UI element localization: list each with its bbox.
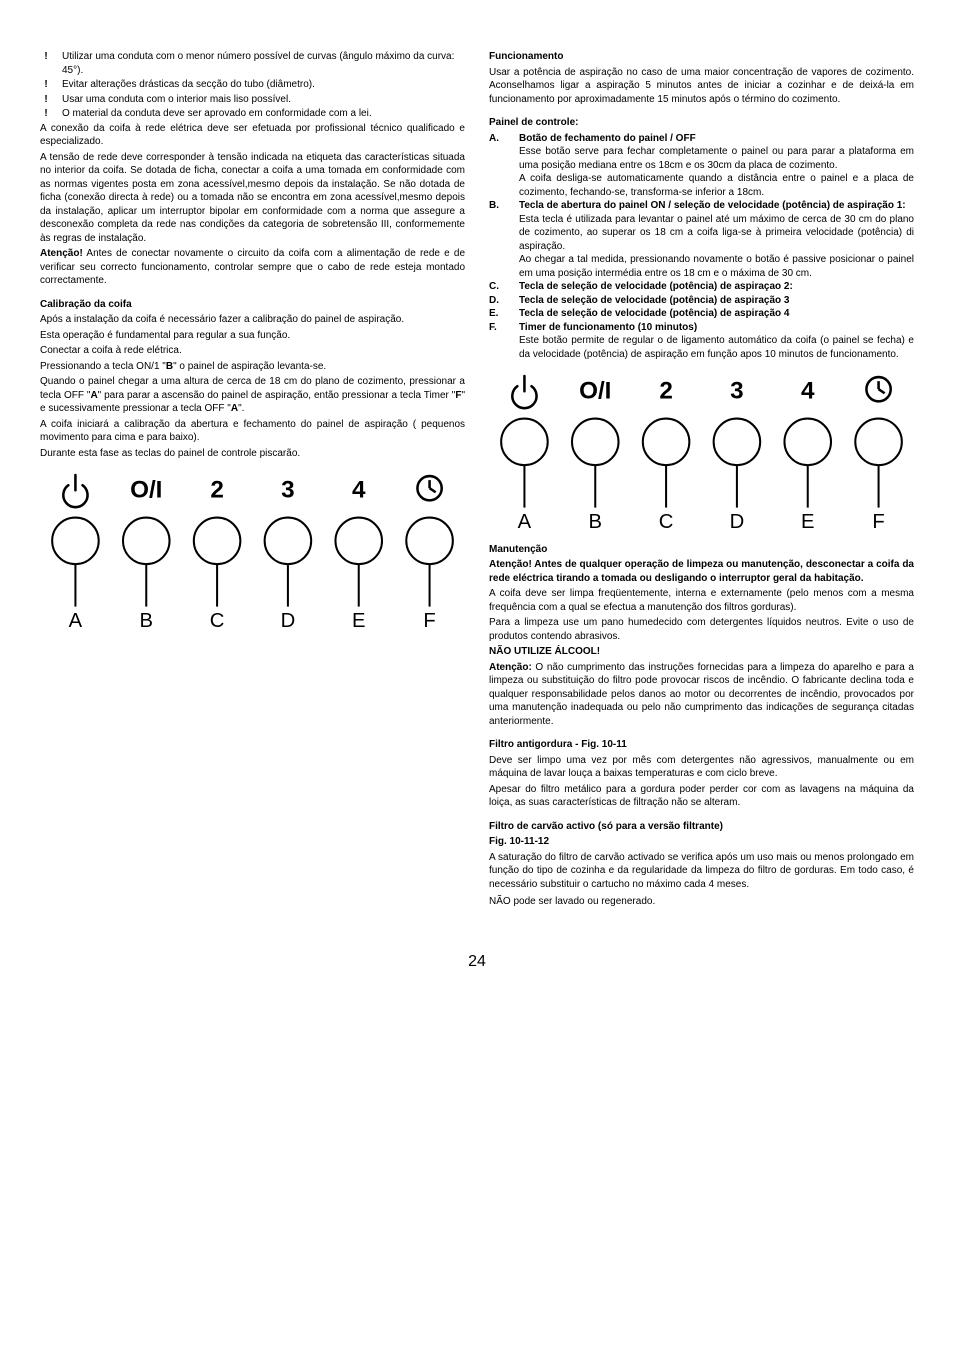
item-desc: Este botão permite de regular o de ligam… — [519, 334, 914, 361]
paragraph: Conectar a coifa à rede elétrica. — [40, 344, 465, 358]
paragraph: Usar a potência de aspiração no caso de … — [489, 66, 914, 107]
svg-text:4: 4 — [801, 377, 815, 404]
item-title: Tecla de abertura do painel ON / seleção… — [519, 200, 906, 211]
left-column: ! Utilizar uma conduta com o menor número… — [40, 50, 465, 911]
bullet-list: ! Utilizar uma conduta com o menor número… — [40, 50, 465, 121]
svg-text:B: B — [140, 610, 154, 632]
svg-text:A: A — [518, 511, 532, 533]
paragraph: Após a instalação da coifa é necessário … — [40, 313, 465, 327]
paragraph: A tensão de rede deve corresponder à ten… — [40, 151, 465, 246]
item-desc: Ao chegar a tal medida, pressionando nov… — [519, 253, 914, 280]
paragraph: Deve ser limpo uma vez por mês com deter… — [489, 754, 914, 781]
svg-text:C: C — [210, 610, 225, 632]
svg-text:E: E — [352, 610, 366, 632]
paragraph: A coifa deve ser limpa freqüentemente, i… — [489, 587, 914, 614]
warning-label: Atenção: — [489, 662, 532, 673]
svg-text:3: 3 — [730, 377, 744, 404]
paragraph: NÃO pode ser lavado ou regenerado. — [489, 895, 914, 909]
paragraph: Quando o painel chegar a uma altura de c… — [40, 375, 465, 416]
paragraph: A conexão da coifa à rede elétrica deve … — [40, 122, 465, 149]
item-desc: Esta tecla é utilizada para levantar o p… — [519, 213, 914, 254]
control-panel-diagram-right: O/I 2 3 4 A — [489, 371, 914, 533]
item-title: Tecla de seleção de velocidade (potência… — [519, 294, 914, 308]
item-letter: F. — [489, 321, 509, 362]
item-letter: B. — [489, 199, 509, 280]
heading-painel: Painel de controle: — [489, 116, 914, 130]
item-letter: A. — [489, 132, 509, 200]
item-title: Tecla de seleção de velocidade (potência… — [519, 307, 914, 321]
item-desc: A coifa desliga-se automaticamente quand… — [519, 172, 914, 199]
control-panel-list: A. Botão de fechamento do painel / OFF E… — [489, 132, 914, 362]
svg-text:D: D — [730, 511, 745, 533]
paragraph: A coifa iniciará a calibração da abertur… — [40, 418, 465, 445]
bullet-marker: ! — [40, 50, 52, 77]
warning-label: Atenção! — [40, 248, 83, 259]
bullet-text: Utilizar uma conduta com o menor número … — [62, 50, 465, 77]
svg-text:O/I: O/I — [130, 476, 162, 503]
right-column: Funcionamento Usar a potência de aspiraç… — [489, 50, 914, 911]
svg-text:2: 2 — [659, 377, 673, 404]
paragraph-text: Antes de conectar novamente o circuito d… — [40, 248, 465, 286]
paragraph: Atenção: O não cumprimento das instruçõe… — [489, 661, 914, 729]
paragraph: Durante esta fase as teclas do painel de… — [40, 447, 465, 461]
svg-text:E: E — [801, 511, 815, 533]
svg-text:B: B — [589, 511, 603, 533]
svg-text:4: 4 — [352, 476, 366, 503]
item-desc: Esse botão serve para fechar completamen… — [519, 145, 914, 172]
item-title: Tecla de seleção de velocidade (potência… — [519, 280, 914, 294]
heading-funcionamento: Funcionamento — [489, 50, 914, 64]
item-letter: C. — [489, 280, 509, 294]
item-title: Botão de fechamento do painel / OFF — [519, 133, 696, 144]
paragraph: A saturação do filtro de carvão activado… — [489, 851, 914, 892]
paragraph: Pressionando a tecla ON/1 "B" o painel d… — [40, 360, 465, 374]
paragraph: Apesar do filtro metálico para a gordura… — [489, 783, 914, 810]
control-panel-diagram-left: O/I 2 3 4 A — [40, 470, 465, 632]
paragraph: Para a limpeza use um pano humedecido co… — [489, 616, 914, 643]
svg-text:F: F — [423, 610, 435, 632]
svg-text:O/I: O/I — [579, 377, 611, 404]
svg-text:C: C — [659, 511, 674, 533]
bullet-marker: ! — [40, 78, 52, 92]
svg-text:D: D — [281, 610, 296, 632]
paragraph: Esta operação é fundamental para regular… — [40, 329, 465, 343]
heading-calibration: Calibração da coifa — [40, 298, 465, 312]
bullet-marker: ! — [40, 107, 52, 121]
bullet-text: Usar uma conduta com o interior mais lis… — [62, 93, 465, 107]
warning-alcohol: NÃO UTILIZE ÁLCOOL! — [489, 645, 914, 659]
item-title: Timer de funcionamento (10 minutos) — [519, 322, 697, 333]
bullet-marker: ! — [40, 93, 52, 107]
heading-filtro-antigordura: Filtro antigordura - Fig. 10-11 — [489, 738, 914, 752]
warning-paragraph: Atenção! Antes de qualquer operação de l… — [489, 558, 914, 585]
bullet-text: Evitar alterações drásticas da secção do… — [62, 78, 465, 92]
svg-text:2: 2 — [210, 476, 224, 503]
paragraph: Atenção! Antes de conectar novamente o c… — [40, 247, 465, 288]
svg-text:A: A — [69, 610, 83, 632]
item-letter: D. — [489, 294, 509, 308]
bullet-text: O material da conduta deve ser aprovado … — [62, 107, 465, 121]
paragraph-text: O não cumprimento das instruções forneci… — [489, 662, 914, 727]
heading-manutencao: Manutenção — [489, 543, 914, 557]
svg-text:F: F — [872, 511, 884, 533]
item-letter: E. — [489, 307, 509, 321]
heading-fig: Fig. 10-11-12 — [489, 835, 914, 849]
page-number: 24 — [40, 951, 914, 973]
svg-text:3: 3 — [281, 476, 295, 503]
heading-filtro-carvao: Filtro de carvão activo (só para a versã… — [489, 820, 914, 834]
